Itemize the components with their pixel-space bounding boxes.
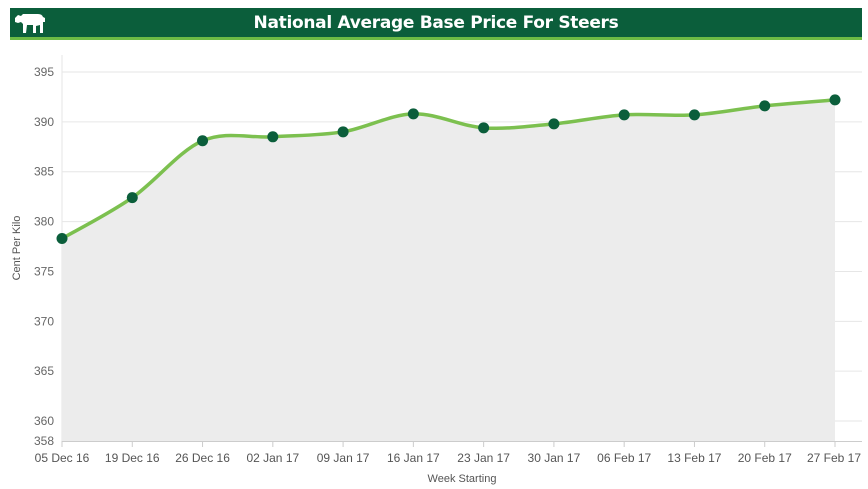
x-tick-label: 13 Feb 17 — [667, 451, 721, 465]
y-tick-label: 390 — [34, 115, 54, 129]
x-tick-label: 19 Dec 16 — [105, 451, 160, 465]
x-tick-label: 26 Dec 16 — [175, 451, 230, 465]
x-tick-label: 30 Jan 17 — [528, 451, 581, 465]
chart-title: National Average Base Price For Steers — [253, 13, 619, 33]
chart-header: National Average Base Price For Steers — [10, 8, 862, 40]
y-tick-label: 385 — [34, 165, 54, 179]
y-axis-title: Cent Per Kilo — [11, 216, 23, 281]
x-tick-label: 02 Jan 17 — [246, 451, 299, 465]
data-point-23-jan-17[interactable] — [478, 122, 490, 134]
x-tick-label: 27 Feb 17 — [807, 451, 861, 465]
y-tick-label: 375 — [34, 264, 54, 278]
data-markers — [56, 94, 841, 245]
data-point-16-jan-17[interactable] — [407, 108, 419, 120]
x-tick-label: 09 Jan 17 — [317, 451, 370, 465]
area-fill — [62, 99, 835, 442]
top-strip — [0, 0, 868, 8]
x-tick-label: 05 Dec 16 — [35, 451, 90, 465]
y-tick-label: 360 — [34, 414, 54, 428]
y-axis-ticks: 358 360 365 370 375 380 385 390 395 — [34, 65, 54, 448]
y-tick-label: 358 — [34, 434, 54, 448]
data-point-05-dec-16[interactable] — [56, 233, 68, 245]
y-tick-label: 370 — [34, 314, 54, 328]
y-tick-label: 365 — [34, 364, 54, 378]
x-axis-title: Week Starting — [428, 473, 497, 485]
data-point-27-feb-17[interactable] — [829, 94, 841, 106]
y-tick-label: 380 — [34, 215, 54, 229]
data-point-26-dec-16[interactable] — [197, 135, 209, 147]
cow-icon — [15, 14, 45, 33]
data-point-20-feb-17[interactable] — [759, 100, 771, 112]
x-tick-label: 06 Feb 17 — [597, 451, 651, 465]
x-axis-ticks: 05 Dec 16 19 Dec 16 26 Dec 16 02 Jan 17 09 J… — [35, 441, 861, 465]
data-point-02-jan-17[interactable] — [267, 131, 279, 143]
x-tick-label: 20 Feb 17 — [738, 451, 792, 465]
x-tick-label: 23 Jan 17 — [457, 451, 510, 465]
data-point-06-feb-17[interactable] — [618, 109, 630, 121]
data-point-30-jan-17[interactable] — [548, 118, 560, 130]
data-point-19-dec-16[interactable] — [126, 192, 138, 204]
data-point-13-feb-17[interactable] — [688, 109, 700, 121]
x-tick-label: 16 Jan 17 — [387, 451, 440, 465]
y-tick-label: 395 — [34, 65, 54, 79]
data-point-09-jan-17[interactable] — [337, 126, 349, 138]
